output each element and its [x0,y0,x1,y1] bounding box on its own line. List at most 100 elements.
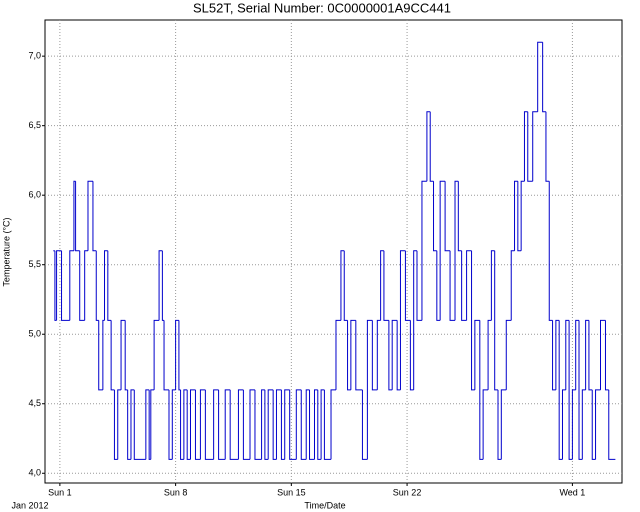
temperature-step [320,389,325,460]
temperature-step [145,389,150,460]
temperature-step [608,389,616,460]
temperature-step [117,389,122,460]
temperature-step [429,111,434,182]
y-tick-label: 6,0 [28,190,41,200]
temperature-step [213,389,219,460]
temperature-step [98,320,103,391]
temperature-step [79,250,85,321]
y-tick-label: 5,5 [28,259,41,269]
temperature-step [595,389,601,460]
temperature-step [409,320,414,391]
temperature-step [295,389,302,460]
temperature-step [124,320,128,391]
temperature-step [158,250,163,321]
temperature-step [73,180,76,251]
y-tick-label: 5,0 [28,329,41,339]
x-axis-sublabel: Jan 2012 [11,500,48,510]
temperature-step [433,181,437,252]
temperature-step [249,389,255,460]
temperature-step [497,389,502,460]
temperature-step [163,320,169,391]
temperature-step [267,389,274,460]
temperature-step [454,180,459,321]
temperature-step [229,389,239,460]
temperature-step [461,250,467,321]
temperature-step [416,250,422,321]
x-axis-label: Time/Date [304,500,345,510]
temperature-step [69,250,74,321]
temperature-step [317,389,322,460]
temperature-step [130,389,135,460]
temperature-step [284,389,290,460]
temperature-step [355,320,363,391]
temperature-step [542,42,546,113]
temperature-step [527,111,533,182]
temperature-step [474,319,480,390]
temperature-step [194,389,201,460]
y-axis-label: Temperature (°C) [1,217,11,286]
temperature-step [537,41,543,112]
temperature-step [237,389,244,460]
temperature-step [548,181,553,321]
temperature-step [581,389,586,460]
temperature-step [102,319,105,390]
temperature-step [490,250,495,321]
x-tick-label: Sun 8 [164,487,188,497]
temperature-step [323,389,332,460]
temperature-step [426,111,431,182]
temperature-step [444,181,451,252]
temperature-step [388,320,393,391]
x-tick-label: Sun 15 [277,487,306,497]
temperature-step [340,250,345,321]
temperature-step [186,389,191,460]
temperature-step [439,180,446,321]
temperature-step [404,250,411,321]
chart-title: SL52T, Serial Number: 0C0000001A9CC441 [193,0,451,15]
temperature-step [436,250,441,321]
temperature-step [92,181,97,252]
temperature-step [505,319,512,390]
temperature-step [555,319,560,390]
temperature-step [383,250,389,321]
temperature-step [413,250,417,390]
temperature-step [84,250,88,321]
temperature-step [510,250,515,321]
temperature-step [127,389,131,460]
temperature-step [575,319,580,390]
temperature-step [545,111,550,182]
temperature-step [254,389,262,460]
temperature-step [61,250,70,321]
x-tick-label: Sun 22 [393,487,422,497]
temperature-step [558,320,563,460]
temperature-step [350,319,356,390]
temperature-step [343,250,348,321]
temperature-step [335,319,341,390]
temperature-step [289,389,297,460]
temperature-step [305,389,310,460]
temperature-step [532,111,538,182]
temperature-step [371,320,378,391]
temperature-step [487,319,492,390]
temperature-step [242,389,251,460]
temperature-step [514,180,518,251]
temperature-step [180,389,184,460]
temperature-step [309,389,315,460]
temperature-step [120,319,126,390]
temperature-step [54,250,57,321]
temperature-step [261,389,265,460]
temperature-step [479,320,484,460]
temperature-step [380,250,384,321]
temperature-step [561,389,566,460]
temperature-step [153,319,160,390]
y-tick-label: 4,5 [28,398,41,408]
temperature-step [571,389,576,460]
temperature-step [500,389,507,460]
temperature-step [113,389,118,460]
temperature-step [171,389,176,460]
temperature-step [95,250,99,321]
temperature-step [366,319,373,460]
x-tick-label: Wed 1 [559,487,585,497]
y-tick-label: 7,0 [28,51,41,61]
